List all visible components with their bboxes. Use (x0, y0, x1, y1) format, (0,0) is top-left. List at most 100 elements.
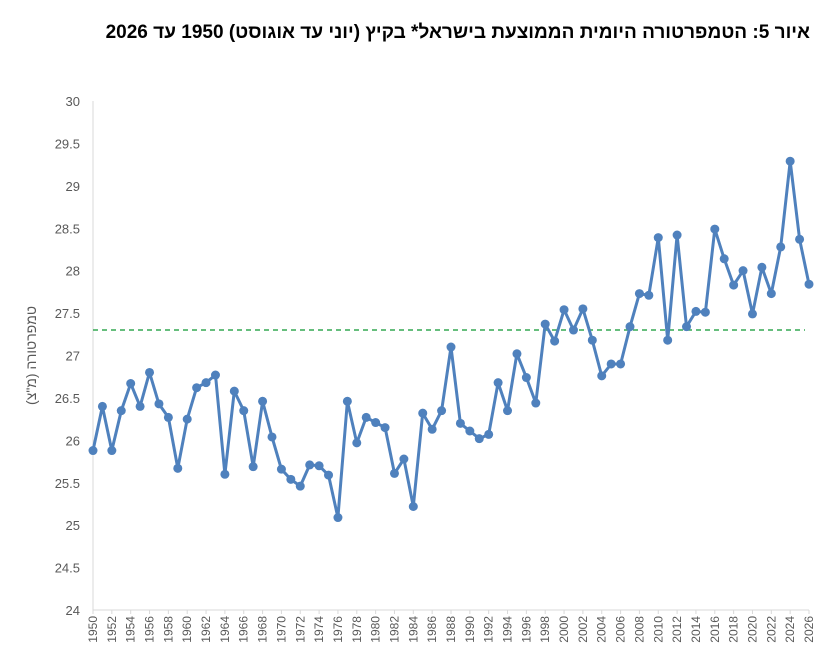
series-line (91, 159, 811, 519)
data-point (455, 418, 465, 428)
x-tick-label: 1998 (538, 616, 552, 643)
x-tick-label: 1950 (86, 616, 100, 643)
x-tick-label: 1996 (519, 616, 533, 643)
x-tick-label: 2006 (614, 616, 628, 643)
x-tick-label: 2000 (557, 616, 571, 643)
y-tick-label: 27 (66, 349, 80, 364)
x-tick-label: 2004 (595, 616, 609, 643)
x-tick-label: 1976 (331, 616, 345, 643)
data-point (644, 290, 654, 300)
x-tick-label: 1964 (218, 616, 232, 643)
data-point (550, 336, 560, 346)
x-tick-label: 1992 (482, 616, 496, 643)
data-point (616, 359, 626, 369)
x-tick-label: 1960 (180, 616, 194, 643)
data-point (361, 412, 371, 422)
data-point (239, 406, 249, 416)
x-tick-label: 1966 (237, 616, 251, 643)
x-tick-label: 1994 (501, 616, 515, 643)
data-point (597, 371, 607, 381)
data-point (540, 319, 550, 329)
data-point (729, 280, 739, 290)
data-point (503, 406, 513, 416)
y-tick-label: 24.5 (55, 561, 80, 576)
data-point (201, 378, 211, 388)
y-tick-label: 26 (66, 433, 80, 448)
x-tick-label: 1952 (105, 616, 119, 643)
data-point (521, 373, 531, 383)
y-axis-label: טמפרטורה (מ"צ) (23, 306, 39, 405)
data-point (352, 438, 362, 448)
x-tick-label: 2012 (670, 616, 684, 643)
x-tick-label: 1968 (256, 616, 270, 643)
x-tick-label: 1988 (444, 616, 458, 643)
data-point (267, 432, 277, 442)
data-point (587, 335, 597, 345)
data-point (107, 446, 117, 456)
data-point (484, 429, 494, 439)
data-point (568, 325, 578, 335)
data-point (192, 383, 202, 393)
data-point (163, 412, 173, 422)
chart-title: איור 5: הטמפרטורה היומית הממוצעת בישראל*… (105, 22, 810, 43)
x-tick-label: 2014 (689, 616, 703, 643)
y-tick-label: 28.5 (55, 221, 80, 236)
data-point (672, 230, 682, 240)
x-tick-label: 1972 (293, 616, 307, 643)
x-tick-label: 1956 (143, 616, 157, 643)
data-point (135, 401, 145, 411)
data-point (97, 401, 107, 411)
x-tick-label: 2016 (708, 616, 722, 643)
x-tick-label: 2002 (576, 616, 590, 643)
x-axis: 1950 1952 1954 1956 1958 1960 1962 1964 1966 1968… (86, 609, 816, 643)
data-point (757, 262, 767, 272)
data-point (474, 434, 484, 444)
x-tick-label: 2010 (651, 616, 665, 643)
data-point (333, 513, 343, 523)
x-tick-label: 1978 (350, 616, 364, 643)
data-point (719, 254, 729, 264)
data-point (531, 398, 541, 408)
data-point (305, 460, 315, 470)
data-point (493, 378, 503, 388)
y-tick-label: 28 (66, 264, 80, 279)
data-point (691, 306, 701, 316)
data-point (248, 462, 258, 472)
data-point (663, 335, 673, 345)
data-point (682, 322, 692, 332)
x-tick-label: 1980 (369, 616, 383, 643)
data-point (389, 468, 399, 478)
y-tick-label: 26.5 (55, 391, 80, 406)
data-point (371, 418, 381, 428)
data-point (700, 307, 710, 317)
data-point (710, 224, 720, 234)
data-point (427, 424, 437, 434)
x-tick-label: 1990 (463, 616, 477, 643)
data-point (795, 234, 805, 244)
y-tick-label: 27.5 (55, 306, 80, 321)
data-point (738, 266, 748, 276)
x-tick-label: 1986 (425, 616, 439, 643)
data-point (766, 289, 776, 299)
x-tick-label: 1954 (124, 616, 138, 643)
data-point (578, 304, 588, 314)
x-tick-label: 1962 (199, 616, 213, 643)
x-tick-label: 2024 (783, 616, 797, 643)
data-point (606, 359, 616, 369)
data-point (116, 406, 126, 416)
data-point (324, 470, 334, 480)
data-point (286, 474, 296, 484)
data-point (399, 454, 409, 464)
data-point (559, 305, 569, 315)
data-point (276, 464, 286, 474)
x-tick-label: 1958 (161, 616, 175, 643)
x-tick-label: 2026 (802, 616, 816, 643)
data-point (220, 469, 230, 479)
data-point (446, 342, 456, 352)
y-tick-label: 29 (66, 179, 80, 194)
y-tick-label: 25 (66, 518, 80, 533)
data-point (437, 406, 447, 416)
data-point (785, 156, 795, 166)
data-point (653, 233, 663, 243)
